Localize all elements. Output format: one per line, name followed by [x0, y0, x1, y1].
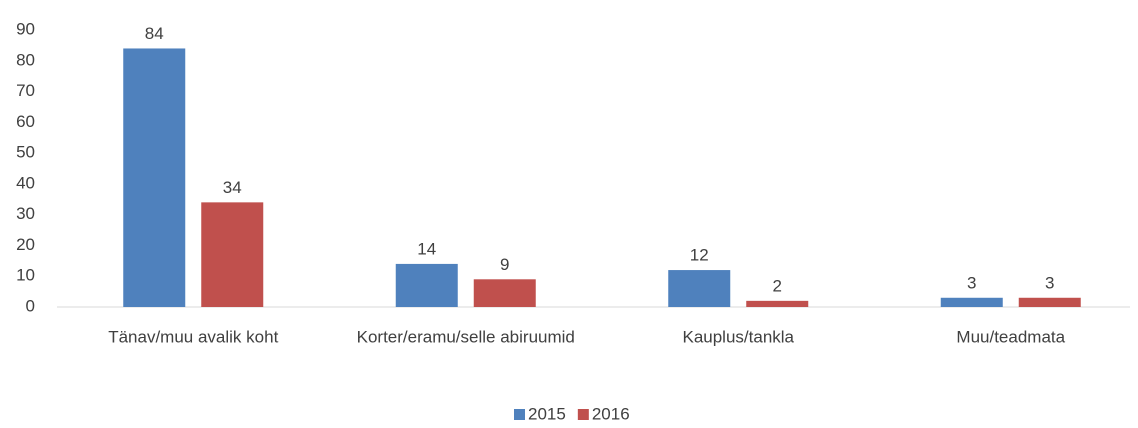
bar — [746, 300, 809, 307]
bar — [123, 48, 186, 307]
bar — [668, 270, 731, 307]
bar — [1018, 297, 1081, 307]
data-label: 34 — [223, 178, 242, 197]
x-tick-label: Korter/eramu/selle abiruumid — [357, 327, 575, 346]
data-label: 3 — [967, 273, 976, 292]
legend-label: 2015 — [528, 404, 566, 423]
y-tick-label: 0 — [26, 296, 35, 315]
bar — [940, 297, 1003, 307]
bar — [473, 279, 536, 307]
legend-label: 2016 — [592, 404, 630, 423]
y-tick-label: 20 — [16, 235, 35, 254]
data-label: 14 — [417, 239, 436, 258]
x-tick-label: Kauplus/tankla — [682, 327, 794, 346]
y-tick-label: 60 — [16, 112, 35, 131]
data-label: 2 — [773, 276, 782, 295]
data-label: 9 — [500, 255, 509, 274]
legend-swatch — [577, 409, 589, 420]
y-tick-label: 80 — [16, 50, 35, 69]
data-label: 3 — [1045, 273, 1054, 292]
x-tick-label: Tänav/muu avalik koht — [108, 327, 278, 346]
bar — [395, 263, 458, 307]
legend-swatch — [514, 409, 525, 420]
y-tick-label: 50 — [16, 143, 35, 162]
y-tick-label: 70 — [16, 81, 35, 100]
x-tick-label: Muu/teadmata — [956, 327, 1065, 346]
y-tick-label: 90 — [16, 19, 35, 38]
data-label: 84 — [145, 24, 164, 43]
y-tick-label: 40 — [16, 173, 35, 192]
y-tick-label: 30 — [16, 204, 35, 223]
data-label: 12 — [690, 246, 709, 265]
bar — [201, 202, 264, 307]
y-tick-label: 10 — [16, 266, 35, 285]
